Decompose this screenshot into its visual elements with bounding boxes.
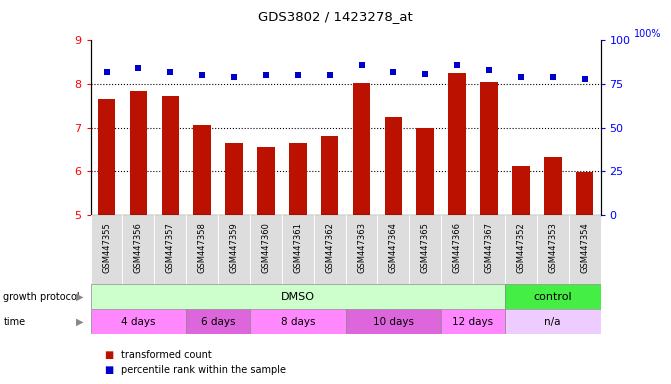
- Bar: [576, 172, 593, 215]
- Text: GSM447361: GSM447361: [293, 222, 302, 273]
- Bar: [98, 99, 115, 215]
- Bar: [442, 215, 473, 284]
- Bar: [353, 83, 370, 215]
- Text: percentile rank within the sample: percentile rank within the sample: [121, 365, 286, 375]
- Bar: [91, 215, 123, 284]
- Bar: [377, 215, 409, 284]
- Bar: [162, 96, 179, 215]
- Bar: [282, 215, 313, 284]
- Point: [197, 72, 207, 78]
- Text: GSM447364: GSM447364: [389, 222, 398, 273]
- Bar: [250, 215, 282, 284]
- Bar: [473, 215, 505, 284]
- Bar: [313, 215, 346, 284]
- Point: [515, 74, 526, 80]
- Text: growth protocol: growth protocol: [3, 291, 80, 302]
- Point: [484, 67, 495, 73]
- Bar: [225, 143, 243, 215]
- Bar: [257, 147, 274, 215]
- Text: GSM447365: GSM447365: [421, 222, 429, 273]
- Text: GSM447359: GSM447359: [229, 222, 238, 273]
- Text: ▶: ▶: [76, 316, 84, 327]
- Bar: [193, 126, 211, 215]
- Point: [548, 74, 558, 80]
- Point: [324, 72, 335, 78]
- Bar: [250, 309, 346, 334]
- Bar: [544, 157, 562, 215]
- Text: n/a: n/a: [544, 316, 561, 327]
- Text: GSM447367: GSM447367: [484, 222, 493, 273]
- Text: GDS3802 / 1423278_at: GDS3802 / 1423278_at: [258, 10, 413, 23]
- Text: GSM447357: GSM447357: [166, 222, 174, 273]
- Text: transformed count: transformed count: [121, 350, 211, 360]
- Text: GSM447354: GSM447354: [580, 222, 589, 273]
- Point: [260, 72, 271, 78]
- Bar: [130, 91, 147, 215]
- Text: GSM447352: GSM447352: [517, 222, 525, 273]
- Bar: [512, 166, 529, 215]
- Text: ■: ■: [104, 350, 113, 360]
- Bar: [442, 309, 505, 334]
- Bar: [321, 136, 338, 215]
- Text: GSM447355: GSM447355: [102, 222, 111, 273]
- Point: [165, 69, 176, 75]
- Bar: [91, 284, 505, 309]
- Bar: [186, 215, 218, 284]
- Bar: [448, 73, 466, 215]
- Bar: [218, 215, 250, 284]
- Point: [229, 74, 240, 80]
- Text: GSM447360: GSM447360: [262, 222, 270, 273]
- Text: 100%: 100%: [633, 30, 661, 40]
- Bar: [409, 215, 442, 284]
- Text: ■: ■: [104, 365, 113, 375]
- Bar: [568, 215, 601, 284]
- Text: GSM447366: GSM447366: [453, 222, 462, 273]
- Text: GSM447363: GSM447363: [357, 222, 366, 273]
- Bar: [505, 309, 601, 334]
- Point: [356, 62, 367, 68]
- Bar: [123, 215, 154, 284]
- Bar: [417, 127, 434, 215]
- Point: [293, 72, 303, 78]
- Point: [452, 62, 462, 68]
- Bar: [186, 309, 250, 334]
- Text: 4 days: 4 days: [121, 316, 156, 327]
- Bar: [346, 309, 441, 334]
- Bar: [384, 117, 402, 215]
- Text: DMSO: DMSO: [280, 291, 315, 302]
- Bar: [505, 215, 537, 284]
- Bar: [289, 143, 307, 215]
- Point: [388, 69, 399, 75]
- Point: [420, 70, 431, 76]
- Text: time: time: [3, 316, 25, 327]
- Text: GSM447353: GSM447353: [548, 222, 557, 273]
- Text: control: control: [533, 291, 572, 302]
- Text: GSM447356: GSM447356: [134, 222, 143, 273]
- Point: [101, 69, 112, 75]
- Text: 12 days: 12 days: [452, 316, 494, 327]
- Point: [579, 76, 590, 82]
- Text: 8 days: 8 days: [280, 316, 315, 327]
- Text: GSM447362: GSM447362: [325, 222, 334, 273]
- Text: GSM447358: GSM447358: [198, 222, 207, 273]
- Bar: [537, 215, 568, 284]
- Text: ▶: ▶: [76, 291, 84, 302]
- Bar: [505, 284, 601, 309]
- Point: [133, 65, 144, 71]
- Text: 10 days: 10 days: [373, 316, 414, 327]
- Bar: [480, 82, 498, 215]
- Bar: [91, 309, 186, 334]
- Text: 6 days: 6 days: [201, 316, 236, 327]
- Bar: [154, 215, 186, 284]
- Bar: [346, 215, 377, 284]
